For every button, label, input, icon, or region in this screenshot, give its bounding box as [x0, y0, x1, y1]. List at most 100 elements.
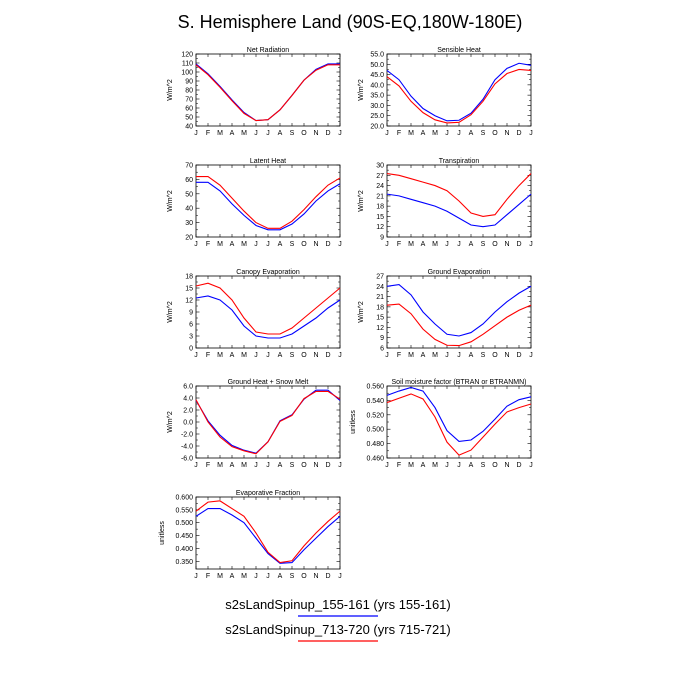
transpiration-x-tick-label: O	[492, 241, 498, 248]
evaporative-fraction-y-tick-label: 0.550	[175, 507, 193, 514]
canopy-evaporation-x-tick-label: J	[254, 352, 258, 359]
sensible-heat-x-tick-label: J	[457, 130, 461, 137]
evaporative-fraction-x-tick-label: M	[217, 573, 223, 580]
transpiration-x-tick-label: J	[385, 241, 389, 248]
ground-evaporation-x-tick-label: A	[469, 352, 474, 359]
soil-moisture-factor-btran-or-btranmn-x-tick-label: M	[432, 462, 438, 469]
soil-moisture-factor-btran-or-btranmn-x-tick-label: J	[445, 462, 449, 469]
net-radiation-x-tick-label: A	[278, 130, 283, 137]
transpiration-series-line-b	[386, 173, 532, 217]
ground-heat-snow-melt-x-tick-label: O	[301, 462, 307, 469]
transpiration-x-tick-label: M	[432, 241, 438, 248]
soil-moisture-factor-btran-or-btranmn-y-tick-label: 0.520	[366, 412, 384, 419]
canopy-evaporation-x-tick-label: M	[217, 352, 223, 359]
evaporative-fraction-x-tick-label: N	[313, 573, 318, 580]
ground-heat-snow-melt-y-tick-label: 4.0	[183, 396, 193, 403]
canopy-evaporation-y-tick-label: 18	[185, 274, 193, 281]
ground-evaporation-x-tick-label: M	[408, 352, 414, 359]
sensible-heat-series-line-b	[386, 68, 532, 124]
sensible-heat-y-tick-label: 25.0	[370, 113, 384, 120]
transpiration-x-tick-label: J	[529, 241, 533, 248]
sensible-heat-y-tick-label: 35.0	[370, 93, 384, 100]
ground-heat-snow-melt-y-tick-label: -6.0	[181, 456, 193, 463]
latent-heat-x-tick-label: J	[254, 241, 258, 248]
ground-heat-snow-melt-x-tick-label: J	[338, 462, 342, 469]
chart-soil-moisture-factor-btran-or-btranmn: Soil moisture factor (BTRAN or BTRANMN) J…	[350, 379, 533, 469]
ground-evaporation-x-tick-label: O	[492, 352, 498, 359]
canopy-evaporation-series-line-a	[195, 295, 341, 339]
ground-heat-snow-melt-title: Ground Heat + Snow Melt	[228, 379, 309, 386]
evaporative-fraction-x-tick-label: J	[254, 573, 258, 580]
net-radiation-x-tick-label: J	[194, 130, 198, 137]
canopy-evaporation-x-tick-label: D	[325, 352, 330, 359]
latent-heat-x-tick-label: N	[313, 241, 318, 248]
soil-moisture-factor-btran-or-btranmn-y-tick-label: 0.500	[366, 427, 384, 434]
ground-evaporation-x-tick-label: F	[397, 352, 401, 359]
soil-moisture-factor-btran-or-btranmn-y-axis-label: unitless	[350, 410, 357, 434]
net-radiation-y-tick-label: 100	[181, 70, 193, 77]
transpiration-y-tick-label: 15	[376, 214, 384, 221]
canopy-evaporation-title: Canopy Evaporation	[236, 269, 300, 276]
ground-heat-snow-melt-x-tick-label: N	[313, 462, 318, 469]
evaporative-fraction-x-tick-label: A	[230, 573, 235, 580]
ground-evaporation-x-tick-label: A	[421, 352, 426, 359]
canopy-evaporation-x-tick-label: J	[338, 352, 342, 359]
ground-heat-snow-melt-y-tick-label: -4.0	[181, 444, 193, 451]
net-radiation-x-tick-label: D	[325, 130, 330, 137]
canopy-evaporation-y-tick-label: 3	[189, 334, 193, 341]
net-radiation-y-tick-label: 90	[185, 79, 193, 86]
net-radiation-y-tick-label: 110	[182, 61, 193, 68]
soil-moisture-factor-btran-or-btranmn-y-tick-label: 0.560	[366, 384, 384, 391]
canopy-evaporation-y-tick-label: 12	[185, 298, 193, 305]
ground-evaporation-series-line-b	[386, 303, 532, 347]
transpiration-y-tick-label: 24	[376, 183, 384, 190]
ground-evaporation-y-tick-label: 12	[376, 325, 384, 332]
ground-heat-snow-melt-x-tick-label: F	[206, 462, 210, 469]
net-radiation-x-tick-label: M	[217, 130, 223, 137]
canopy-evaporation-x-tick-label: M	[241, 352, 247, 359]
ground-heat-snow-melt-y-tick-label: 2.0	[183, 408, 193, 415]
ground-heat-snow-melt-y-axis-label: W/m^2	[167, 411, 174, 433]
ground-evaporation-y-tick-label: 27	[376, 274, 384, 281]
sensible-heat-x-tick-label: A	[469, 130, 474, 137]
ground-evaporation-y-tick-label: 24	[376, 284, 384, 291]
ground-evaporation-x-tick-label: J	[457, 352, 461, 359]
ground-heat-snow-melt-series-line-a	[195, 389, 341, 454]
ground-heat-snow-melt-series-line-b	[195, 390, 341, 455]
soil-moisture-factor-btran-or-btranmn-x-tick-label: J	[529, 462, 533, 469]
latent-heat-y-tick-label: 20	[185, 235, 193, 242]
net-radiation-x-tick-label: M	[241, 130, 247, 137]
net-radiation-y-tick-label: 40	[185, 124, 193, 131]
sensible-heat-y-tick-label: 20.0	[370, 124, 384, 131]
canopy-evaporation-y-tick-label: 9	[189, 310, 193, 317]
ground-evaporation-y-tick-label: 6	[380, 346, 384, 353]
latent-heat-x-tick-label: J	[338, 241, 342, 248]
sensible-heat-series-line-a	[386, 62, 532, 122]
ground-evaporation-y-axis-label: W/m^2	[358, 301, 365, 323]
net-radiation-y-tick-label: 70	[185, 97, 193, 104]
net-radiation-x-tick-label: S	[290, 130, 295, 137]
net-radiation-series-line-b	[195, 64, 340, 122]
latent-heat-y-tick-label: 40	[185, 206, 193, 213]
ground-heat-snow-melt-x-tick-label: A	[278, 462, 283, 469]
ground-evaporation-y-tick-label: 18	[376, 304, 384, 311]
sensible-heat-y-tick-label: 45.0	[370, 72, 384, 79]
transpiration-x-tick-label: A	[421, 241, 426, 248]
soil-moisture-factor-btran-or-btranmn-y-tick-label: 0.480	[366, 441, 384, 448]
legend: s2sLandSpinup_155-161 (yrs 155-161) s2sL…	[225, 597, 451, 642]
legend-label-series-a: s2sLandSpinup_155-161 (yrs 155-161)	[225, 597, 451, 612]
sensible-heat-y-tick-label: 40.0	[370, 82, 384, 89]
evaporative-fraction-y-tick-label: 0.600	[175, 495, 193, 502]
canopy-evaporation-x-tick-label: J	[194, 352, 198, 359]
soil-moisture-factor-btran-or-btranmn-x-tick-label: F	[397, 462, 401, 469]
legend-label-series-b: s2sLandSpinup_713-720 (yrs 715-721)	[225, 622, 451, 637]
evaporative-fraction-x-tick-label: J	[266, 573, 270, 580]
latent-heat-y-tick-label: 60	[185, 177, 193, 184]
latent-heat-x-tick-label: A	[230, 241, 235, 248]
canopy-evaporation-y-tick-label: 15	[185, 286, 193, 293]
latent-heat-x-tick-label: J	[266, 241, 270, 248]
soil-moisture-factor-btran-or-btranmn-y-tick-label: 0.460	[366, 456, 384, 463]
transpiration-y-tick-label: 9	[380, 235, 384, 242]
